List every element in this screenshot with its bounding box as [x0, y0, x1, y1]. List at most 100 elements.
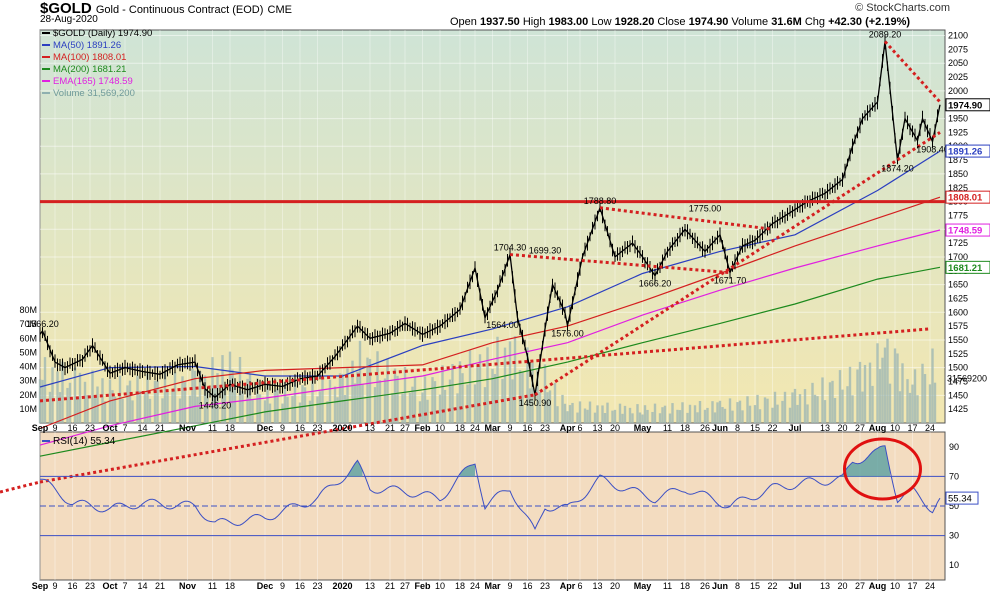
price-tick-label: 1875 — [948, 155, 968, 165]
x-tick-label-rsi: 20 — [837, 581, 847, 591]
volume-bar — [806, 404, 809, 423]
rsi-highlight-circle — [843, 437, 922, 501]
x-tick-label-rsi: 20 — [610, 581, 620, 591]
volume-bar — [686, 412, 689, 423]
volume-bar — [376, 351, 379, 423]
volume-bar — [448, 379, 452, 423]
volume-bar — [361, 383, 364, 423]
volume-bar — [816, 396, 819, 423]
volume-bar — [611, 410, 614, 423]
x-tick-label-rsi: 9 — [507, 581, 512, 591]
volume-bar — [886, 338, 889, 423]
volume-bar — [738, 400, 742, 423]
volume-bar — [356, 371, 359, 423]
volume-bar — [746, 396, 749, 423]
volume-bar — [848, 366, 852, 423]
price-annotation: 1775.00 — [689, 203, 722, 213]
x-tick-label-rsi: 10 — [890, 581, 900, 591]
price-tick-label: 1450 — [948, 390, 968, 400]
volume-bar — [556, 406, 559, 423]
volume-bar — [303, 387, 307, 423]
volume-bar — [43, 357, 47, 423]
volume-bar — [566, 411, 569, 423]
x-tick-label: 20 — [610, 423, 620, 433]
volume-tick-label: 50M — [19, 347, 37, 357]
volume-bar — [156, 380, 159, 423]
volume-bar — [196, 396, 199, 423]
volume-tick-label: 40M — [19, 362, 37, 372]
x-tick-label: Mar — [484, 423, 501, 433]
volume-bar — [693, 405, 697, 423]
x-tick-label-rsi: Jun — [712, 581, 728, 591]
volume-bar — [911, 384, 914, 423]
volume-bar — [651, 411, 654, 423]
ohlc-readout: Open 1937.50 High 1983.00 Low 1928.20 Cl… — [450, 16, 911, 28]
x-tick-label-rsi: Sep — [32, 581, 49, 591]
volume-bar — [131, 400, 134, 423]
volume-bar — [48, 391, 52, 423]
volume-bar — [916, 395, 919, 423]
volume-bar — [531, 362, 534, 423]
volume-bar — [231, 369, 234, 423]
volume-bar — [811, 382, 814, 423]
volume-bar — [823, 400, 827, 423]
trendline-3 — [509, 253, 731, 275]
volume-bar — [223, 388, 227, 423]
trendline-5 — [883, 40, 942, 103]
volume-bar — [458, 361, 462, 423]
x-tick-label-rsi: Apr — [560, 581, 576, 591]
volume-bar — [493, 373, 497, 423]
volume-bar — [828, 382, 832, 423]
volume-bar — [576, 412, 579, 423]
volume-value: 31.6M — [771, 16, 802, 28]
volume-bar — [351, 360, 354, 423]
volume-bar — [601, 405, 604, 423]
volume-bar — [198, 371, 202, 423]
rsi-tick-label: 50 — [949, 501, 959, 511]
volume-bar — [526, 347, 529, 423]
x-tick-label-rsi: 16 — [522, 581, 532, 591]
x-tick-label: 8 — [735, 423, 740, 433]
x-tick-label: 17 — [907, 423, 917, 433]
volume-bar — [821, 377, 824, 423]
volume-bar — [876, 343, 879, 423]
x-tick-label: 23 — [540, 423, 550, 433]
volume-bar — [93, 395, 97, 423]
x-tick-label-rsi: 2020 — [332, 581, 352, 591]
price-line — [39, 41, 941, 399]
volume-bar — [776, 404, 779, 423]
x-tick-label-rsi: May — [634, 581, 652, 591]
trendline-4 — [599, 206, 773, 231]
x-tick-label-rsi: Nov — [179, 581, 196, 591]
x-tick-label: 13 — [592, 423, 602, 433]
volume-bar — [256, 378, 259, 423]
volume-bar — [311, 377, 314, 423]
volume-bar — [193, 370, 197, 423]
volume-bar — [861, 391, 864, 423]
volume-bar — [658, 413, 662, 423]
ma-line-ma100 — [39, 196, 941, 430]
ma-line-ma200 — [39, 266, 941, 457]
price-tick-label: 1500 — [948, 363, 968, 373]
x-tick-label-rsi: 8 — [735, 581, 740, 591]
x-tick-label: 9 — [52, 423, 57, 433]
x-tick-label: 9 — [507, 423, 512, 433]
volume-bar — [653, 403, 657, 423]
x-tick-label: May — [634, 423, 652, 433]
volume-bar — [181, 376, 184, 423]
price-tick-label: 1650 — [948, 280, 968, 290]
volume-bar — [166, 391, 169, 423]
volume-bar — [643, 405, 647, 423]
volume-bar — [678, 410, 682, 423]
trendline-extension — [0, 480, 41, 494]
volume-tick-label: 30M — [19, 376, 37, 386]
x-tick-label-rsi: 23 — [540, 581, 550, 591]
volume-bar — [91, 370, 94, 423]
volume-bar — [246, 378, 249, 423]
volume-bar — [553, 382, 557, 423]
volume-tick-label: 20M — [19, 390, 37, 400]
x-tick-label: Jun — [712, 423, 728, 433]
volume-bar — [706, 407, 709, 423]
x-tick-label-rsi: Jul — [788, 581, 801, 591]
volume-bar — [718, 400, 722, 423]
